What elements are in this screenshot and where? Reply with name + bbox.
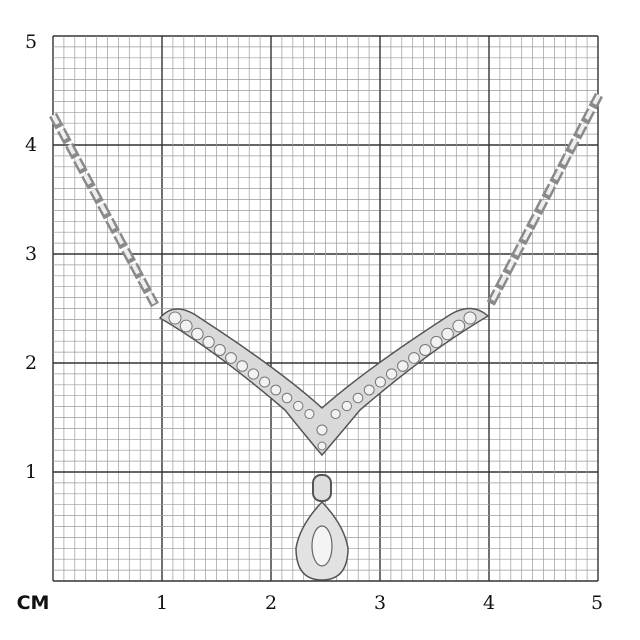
pave-stone bbox=[317, 441, 327, 451]
necklace-image bbox=[49, 92, 603, 581]
pave-stone bbox=[168, 311, 182, 325]
x-tick-label: 4 bbox=[482, 592, 496, 614]
pave-stone bbox=[441, 327, 454, 341]
pave-stone bbox=[293, 400, 304, 412]
x-tick-label: 5 bbox=[590, 592, 604, 614]
y-tick-label: 3 bbox=[24, 243, 38, 265]
pave-stone bbox=[463, 311, 477, 325]
pave-stone bbox=[225, 352, 237, 364]
y-tick-label: 1 bbox=[24, 461, 38, 483]
pave-stone bbox=[352, 392, 364, 404]
pave-stone bbox=[408, 352, 420, 364]
pave-stone bbox=[341, 400, 352, 412]
y-tick-label: 4 bbox=[24, 134, 38, 156]
y-tick-label: 5 bbox=[24, 31, 38, 53]
pave-stone bbox=[247, 368, 260, 380]
pave-stone bbox=[385, 368, 398, 380]
x-tick-label: 2 bbox=[264, 592, 278, 614]
pave-stone bbox=[179, 319, 193, 333]
pave-stone bbox=[191, 327, 204, 341]
pave-stone bbox=[270, 384, 282, 396]
pave-stone bbox=[304, 408, 315, 420]
v-pave-band bbox=[158, 307, 490, 457]
pave-stone bbox=[374, 376, 386, 388]
x-tick-label: 3 bbox=[373, 592, 387, 614]
marquise-center-stone bbox=[311, 525, 333, 567]
pave-stone bbox=[363, 384, 375, 396]
pave-stone bbox=[316, 424, 328, 436]
pave-stone bbox=[281, 392, 293, 404]
y-tick-label: 2 bbox=[24, 352, 38, 374]
unit-label: CM bbox=[16, 592, 50, 614]
pave-stone bbox=[259, 376, 271, 388]
pave-stone bbox=[330, 408, 341, 420]
pave-stone bbox=[452, 319, 466, 333]
pave-stone bbox=[397, 360, 409, 372]
pave-stone bbox=[213, 343, 226, 357]
pave-stone bbox=[202, 335, 215, 349]
pave-stone bbox=[430, 335, 443, 349]
pendant-bail bbox=[312, 474, 332, 502]
pave-stone bbox=[236, 360, 248, 372]
pave-stone bbox=[419, 343, 432, 357]
x-tick-label: 1 bbox=[155, 592, 169, 614]
